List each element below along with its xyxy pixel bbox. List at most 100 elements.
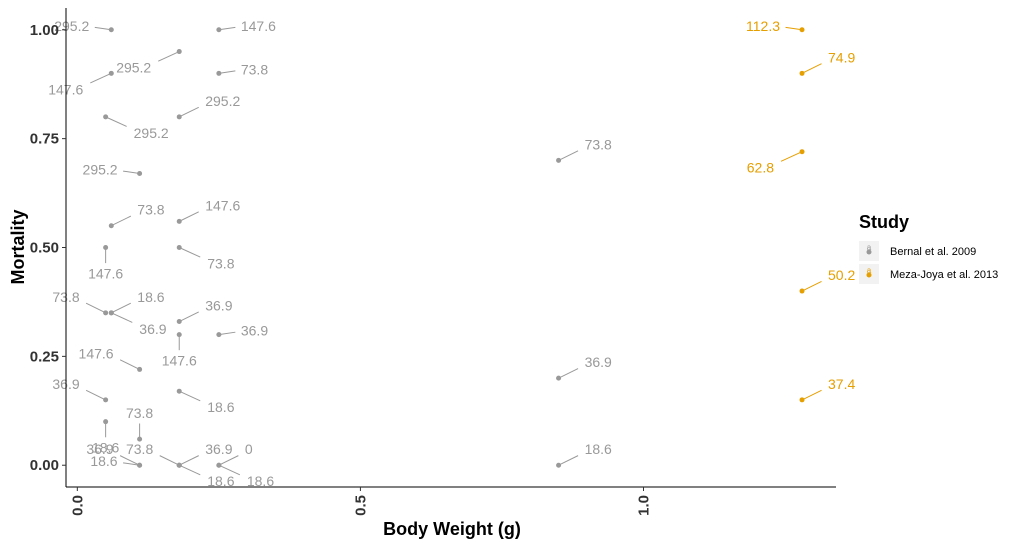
label-connector (218, 26, 236, 31)
data-label: 147.6 (79, 345, 114, 361)
label-connector (119, 359, 140, 370)
data-point (799, 27, 805, 33)
data-label: 295.2 (83, 161, 118, 177)
data-point (216, 70, 222, 76)
data-label: 295.2 (134, 125, 169, 141)
label-connector (119, 455, 140, 466)
data-point (216, 462, 222, 468)
label-connector (179, 390, 201, 402)
data-point (799, 397, 805, 403)
y-tick-label: 0.00 (30, 457, 59, 474)
label-connector (179, 211, 199, 222)
y-axis-title: Mortality (8, 209, 28, 284)
data-point (137, 462, 143, 468)
label-connector (785, 26, 803, 31)
data-point (799, 149, 805, 155)
data-point (176, 218, 182, 224)
data-label: 36.9 (139, 321, 166, 337)
label-connector (218, 70, 236, 74)
data-label: 147.6 (241, 18, 276, 34)
data-point (108, 70, 114, 76)
data-point (108, 27, 114, 33)
data-point (556, 375, 562, 381)
legend-point (866, 272, 872, 278)
label-connector (179, 247, 201, 258)
data-label: 295.2 (205, 93, 240, 109)
label-connector (85, 389, 106, 401)
legend-label: Bernal et al. 2009 (890, 246, 976, 258)
y-tick-label: 1.00 (30, 22, 59, 39)
legend-title: Study (859, 212, 909, 232)
data-point (799, 70, 805, 76)
label-connector (123, 170, 140, 174)
label-connector (780, 151, 803, 162)
y-tick-label: 0.25 (30, 348, 59, 365)
data-point (137, 436, 143, 442)
label-connector (158, 51, 180, 62)
data-point (108, 310, 114, 316)
data-label: 18.6 (137, 289, 164, 305)
label-connector (218, 455, 239, 466)
axes: 0.00 0.25 0.50 0.75 1.00 0.0 0.5 1.0 (30, 8, 836, 516)
label-connector (111, 215, 132, 227)
label-connector (801, 389, 822, 401)
label-connector (179, 455, 199, 466)
data-label: 73.8 (126, 441, 153, 457)
label-connector (801, 63, 822, 74)
data-point (216, 27, 222, 33)
plot-area: 295.2295.2147.6147.673.8295.2295.2295.27… (48, 18, 855, 489)
data-point (176, 462, 182, 468)
label-connector (179, 106, 199, 118)
data-label: 73.8 (241, 61, 268, 77)
data-label: 73.8 (207, 256, 234, 272)
data-label: 18.6 (207, 473, 234, 489)
data-label: 50.2 (828, 267, 855, 283)
label-connector (159, 455, 180, 466)
data-label: 147.6 (205, 197, 240, 213)
data-label: 37.4 (828, 376, 855, 392)
label-connector (558, 368, 579, 379)
data-point (103, 397, 109, 403)
data-point (556, 462, 562, 468)
label-connector (179, 464, 201, 476)
data-label: 73.8 (585, 136, 612, 152)
data-point (108, 223, 114, 229)
series-group: 295.2295.2147.6147.673.8295.2295.2295.27… (48, 18, 612, 489)
legend: Study a Bernal et al. 2009 a Meza-Joya et a… (859, 212, 998, 284)
legend-key-glyph: a (867, 243, 872, 252)
data-point (103, 114, 109, 120)
data-label: 36.9 (241, 323, 268, 339)
data-point (176, 319, 182, 325)
legend-key-glyph: a (867, 266, 872, 275)
data-point (137, 170, 143, 176)
data-point (176, 388, 182, 394)
label-connector (801, 280, 822, 292)
y-tick-label: 0.75 (30, 131, 59, 148)
data-point (799, 288, 805, 294)
x-tick-label: 1.0 (636, 495, 653, 516)
data-point (176, 332, 182, 338)
data-label: 73.8 (137, 202, 164, 218)
label-connector (558, 150, 579, 161)
x-tick-label: 0.0 (69, 495, 86, 516)
data-point (103, 245, 109, 250)
x-axis-title: Body Weight (g) (383, 519, 521, 539)
data-label: 147.6 (162, 353, 197, 369)
data-label: 18.6 (247, 473, 274, 489)
legend-label: Meza-Joya et al. 2013 (890, 269, 998, 281)
data-label: 295.2 (54, 18, 89, 34)
data-label: 73.8 (126, 405, 153, 421)
label-connector (218, 464, 241, 476)
label-connector (111, 302, 132, 314)
data-label: 18.6 (92, 440, 119, 456)
data-point (176, 114, 182, 120)
y-tick-label: 0.50 (30, 240, 59, 257)
data-label: 62.8 (747, 160, 774, 176)
data-label: 74.9 (828, 49, 855, 65)
label-connector (218, 331, 236, 336)
data-label: 36.9 (585, 354, 612, 370)
data-label: 147.6 (88, 266, 123, 282)
label-connector (94, 26, 112, 31)
label-connector (105, 116, 127, 127)
label-connector (123, 462, 140, 466)
